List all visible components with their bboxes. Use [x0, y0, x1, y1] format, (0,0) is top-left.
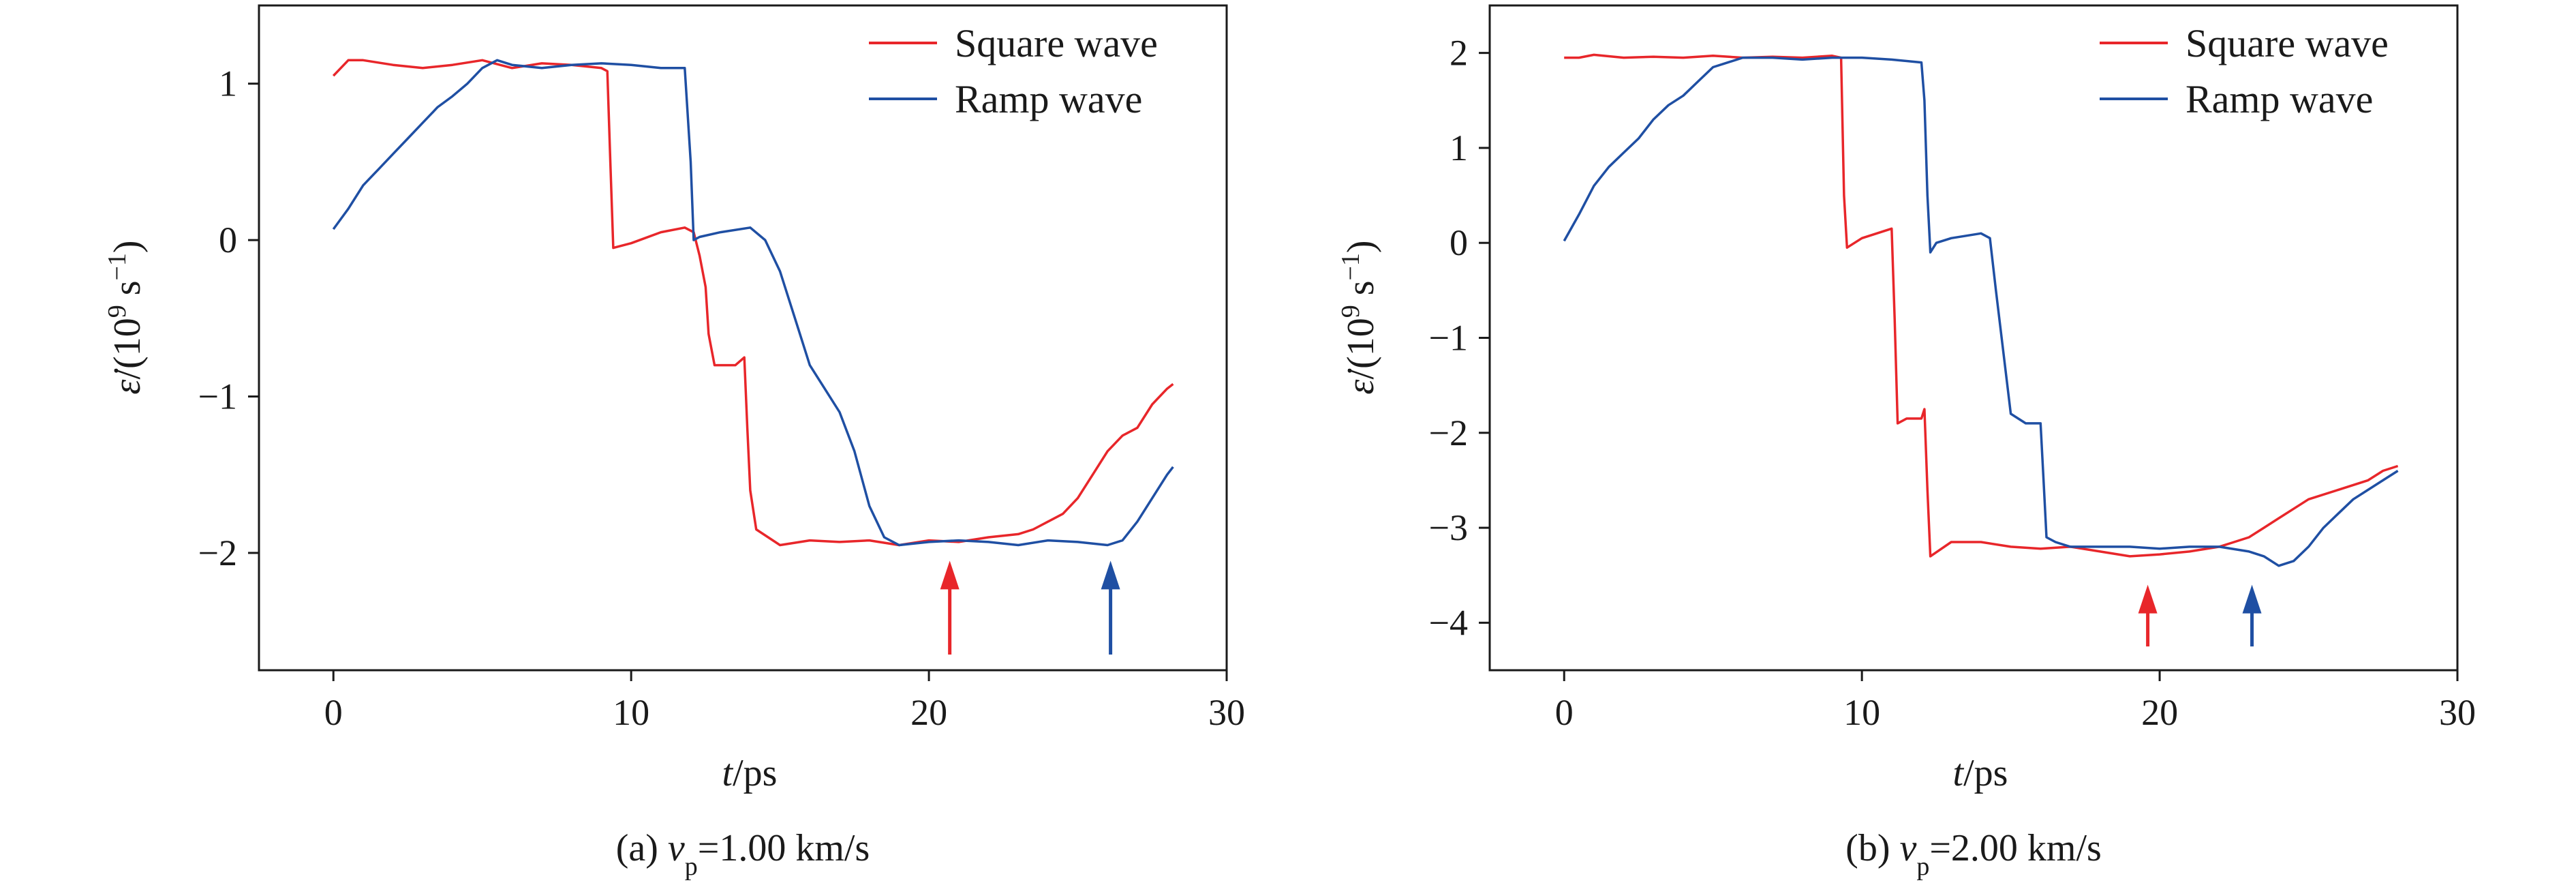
- y-tick-label: −2: [198, 532, 237, 573]
- panel-a: 0 10 20 30 −2 −1 0 1 Square wave Ramp wave t/ps ε̇/…: [103, 4, 1245, 881]
- x-tick-label: 20: [910, 692, 947, 733]
- y-axis-label: ε̇/(109 s−1): [103, 240, 149, 394]
- x-tick-label: 0: [1555, 692, 1574, 733]
- legend-label: Ramp wave: [955, 77, 1142, 121]
- x-tick-label: 30: [2439, 692, 2476, 733]
- y-axis-label: ε̇/(109 s−1): [1336, 240, 1382, 394]
- arrow-head: [940, 560, 960, 590]
- y-tick-label: 0: [219, 220, 237, 260]
- legend-label: Ramp wave: [2186, 77, 2373, 121]
- arrow-head: [1101, 560, 1120, 590]
- series-line-ramp-wave: [332, 59, 1174, 547]
- plot-frame: [258, 4, 1228, 672]
- x-tick-label: 10: [613, 692, 649, 733]
- y-tick-label: 0: [1450, 222, 1468, 263]
- series-line-square-wave: [1564, 53, 2399, 558]
- x-tick-label: 0: [324, 692, 343, 733]
- x-tick-label: 20: [2141, 692, 2178, 733]
- y-tick-label: 1: [1450, 127, 1468, 168]
- panel-b: 0 10 20 30 −4 −3 −2 −1 0 1 2 Square wave Ramp wave t/…: [1336, 4, 2476, 881]
- y-tick-label: −1: [198, 376, 237, 417]
- x-axis-label: t/ps: [1953, 752, 2008, 794]
- legend-label: Square wave: [955, 21, 1158, 65]
- panel-caption: (a) vp=1.00 km/s: [616, 827, 870, 881]
- legend-label: Square wave: [2186, 21, 2389, 65]
- arrow-head: [2242, 584, 2262, 614]
- y-tick-label: −1: [1429, 318, 1468, 359]
- series-line-ramp-wave: [1563, 56, 2399, 567]
- arrow-head: [2138, 584, 2158, 614]
- panel-caption: (b) vp=2.00 km/s: [1845, 827, 2102, 881]
- x-axis-label: t/ps: [722, 752, 778, 794]
- series-line-square-wave: [332, 59, 1174, 547]
- x-tick-label: 10: [1843, 692, 1880, 733]
- y-tick-label: −3: [1429, 507, 1468, 548]
- y-tick-label: −2: [1429, 412, 1468, 453]
- x-tick-label: 30: [1208, 692, 1245, 733]
- y-tick-label: −4: [1429, 602, 1468, 643]
- y-tick-label: 2: [1450, 33, 1468, 74]
- y-tick-label: 1: [219, 63, 237, 104]
